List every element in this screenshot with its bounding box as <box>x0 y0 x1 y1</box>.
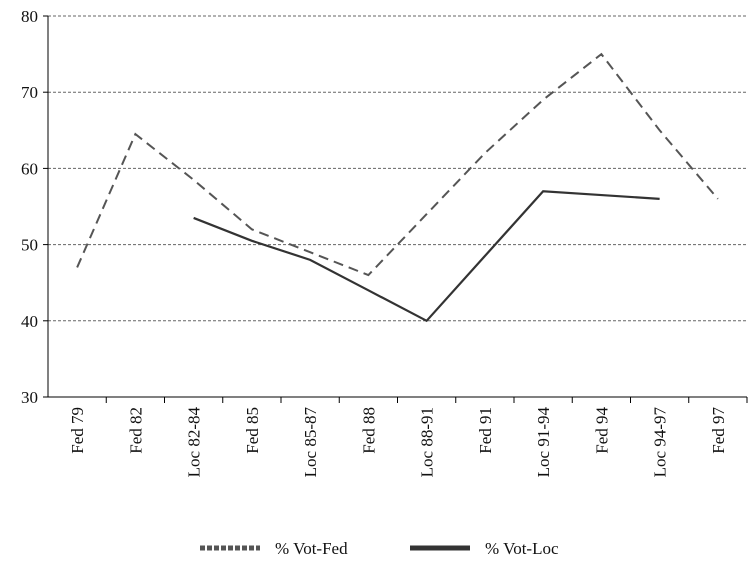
x-tick-label: Fed 85 <box>243 407 262 454</box>
series-line <box>76 52 719 277</box>
x-tick-label: Loc 85-87 <box>301 407 320 478</box>
y-tick-label: 50 <box>21 236 38 255</box>
y-tick-label: 40 <box>21 312 38 331</box>
x-tick-label: Fed 94 <box>592 407 611 454</box>
x-tick-label: Fed 82 <box>126 407 145 454</box>
y-tick-label: 60 <box>21 159 38 178</box>
x-tick-label: Fed 79 <box>68 407 87 454</box>
legend-label: % Vot-Loc <box>485 539 559 558</box>
y-tick-label: 30 <box>21 388 38 407</box>
x-tick-label: Fed 97 <box>709 407 728 454</box>
y-tick-label: 70 <box>21 83 38 102</box>
x-tick-label: Loc 88-91 <box>418 407 437 477</box>
x-tick-label: Loc 94-97 <box>651 407 670 478</box>
legend-label: % Vot-Fed <box>275 539 348 558</box>
x-tick-label: Loc 82-84 <box>185 407 204 478</box>
y-tick-label: 80 <box>21 7 38 26</box>
x-tick-label: Fed 88 <box>359 407 378 454</box>
x-tick-label: Fed 91 <box>476 407 495 454</box>
x-tick-label: Loc 91-94 <box>534 407 553 478</box>
series-line <box>193 190 660 323</box>
